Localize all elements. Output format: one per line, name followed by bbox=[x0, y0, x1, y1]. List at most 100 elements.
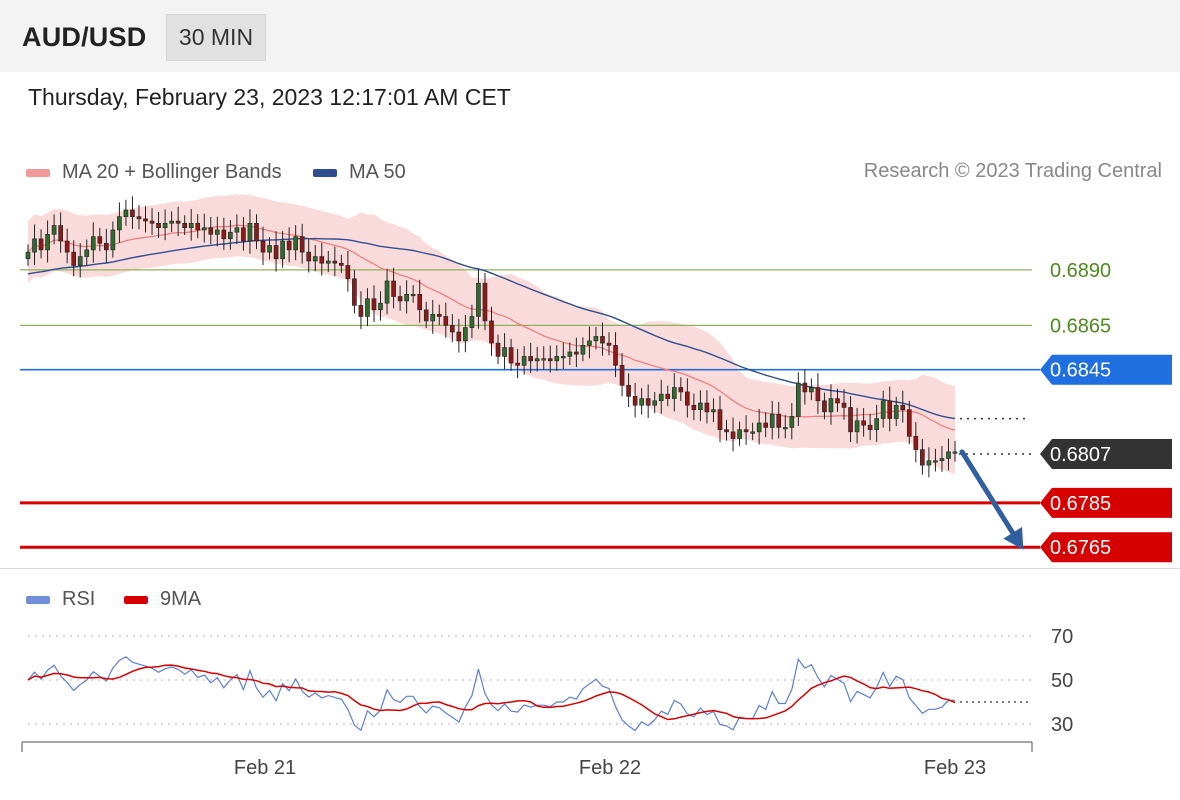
candle bbox=[228, 231, 233, 240]
candle bbox=[293, 236, 298, 251]
candle bbox=[136, 216, 142, 220]
candle bbox=[763, 422, 769, 428]
candle bbox=[71, 251, 77, 266]
candle bbox=[345, 265, 351, 280]
candle bbox=[482, 282, 488, 322]
candle bbox=[926, 460, 932, 466]
candle bbox=[933, 460, 938, 463]
candle bbox=[776, 413, 782, 428]
candle bbox=[639, 398, 644, 406]
candle bbox=[25, 251, 31, 260]
legend-rsi-label: RSI bbox=[62, 588, 96, 610]
x-tick-label: Feb 21 bbox=[234, 757, 296, 779]
candle bbox=[423, 309, 429, 322]
candle bbox=[939, 458, 945, 462]
candle bbox=[325, 260, 331, 264]
legend-rsi: RSI bbox=[26, 588, 95, 611]
candle bbox=[880, 400, 886, 419]
candle bbox=[861, 420, 866, 426]
candle bbox=[195, 222, 201, 231]
price-tag-0.6765: 0.6765 bbox=[1040, 532, 1172, 563]
candle bbox=[534, 358, 540, 362]
rsi-9ma-line bbox=[27, 664, 956, 721]
candle bbox=[463, 327, 468, 342]
candle bbox=[299, 236, 305, 253]
candle bbox=[809, 387, 814, 393]
candle bbox=[476, 282, 481, 317]
ma9-swatch bbox=[124, 595, 148, 604]
candle bbox=[828, 398, 834, 413]
candle bbox=[580, 345, 586, 355]
candle bbox=[58, 225, 63, 242]
candle bbox=[97, 236, 103, 244]
price-tag-label: 0.6865 bbox=[1050, 315, 1111, 337]
x-tick-label: Feb 22 bbox=[579, 757, 641, 779]
candle bbox=[312, 256, 318, 262]
price-tag-bg bbox=[1040, 354, 1172, 385]
candle bbox=[319, 256, 325, 264]
candle bbox=[365, 298, 370, 317]
price-tag-0.6845: 0.6845 bbox=[1040, 354, 1172, 385]
candle bbox=[913, 436, 919, 450]
candle bbox=[404, 293, 409, 302]
legend-ma20-label: MA 20 + Bollinger Bands bbox=[62, 161, 282, 183]
forecast-arrow bbox=[959, 449, 1021, 544]
price-tag-label: 0.6890 bbox=[1050, 260, 1111, 282]
candle bbox=[841, 402, 847, 408]
candle bbox=[84, 249, 90, 257]
candle bbox=[521, 356, 527, 366]
candle bbox=[711, 409, 716, 413]
candle bbox=[221, 229, 227, 240]
price-tag-0.6807: 0.6807 bbox=[1040, 439, 1172, 470]
candle bbox=[32, 238, 37, 253]
candle bbox=[45, 234, 50, 251]
candle bbox=[417, 293, 423, 311]
candle bbox=[469, 316, 475, 328]
candle bbox=[737, 429, 742, 439]
candle bbox=[332, 260, 338, 264]
candle bbox=[665, 393, 671, 399]
candle bbox=[130, 209, 135, 217]
candle bbox=[835, 398, 840, 404]
candle bbox=[619, 364, 625, 386]
candle bbox=[652, 400, 658, 406]
candle bbox=[874, 418, 879, 430]
candle bbox=[560, 356, 566, 359]
candle bbox=[162, 222, 168, 229]
candle bbox=[273, 245, 279, 260]
candle bbox=[952, 451, 958, 454]
candle bbox=[182, 222, 187, 229]
candle bbox=[743, 429, 749, 433]
candle bbox=[410, 293, 416, 297]
candle bbox=[796, 382, 801, 417]
candle bbox=[208, 227, 214, 235]
candle bbox=[371, 298, 377, 311]
price-tag-bg bbox=[1040, 439, 1172, 470]
candle bbox=[169, 220, 174, 224]
rsi-tick-label: 50 bbox=[1051, 670, 1073, 692]
candle bbox=[64, 240, 70, 253]
price-tag-label: 0.6845 bbox=[1050, 360, 1111, 382]
forecast-arrow-head bbox=[1003, 526, 1024, 550]
candle bbox=[378, 302, 383, 311]
candle bbox=[822, 400, 827, 413]
candle bbox=[593, 336, 599, 342]
symbol-title: AUD/USD bbox=[22, 22, 147, 52]
timeframe-button[interactable]: 30 MIN bbox=[166, 14, 266, 61]
price-tag-bg bbox=[1040, 532, 1172, 563]
x-tick-label: Feb 23 bbox=[924, 757, 986, 779]
rsi-tick-label: 70 bbox=[1051, 626, 1073, 648]
candle bbox=[397, 296, 403, 302]
candle bbox=[547, 358, 553, 362]
candle bbox=[306, 251, 312, 262]
candle bbox=[391, 280, 396, 297]
price-tag-bg bbox=[1040, 487, 1172, 518]
candle bbox=[90, 236, 96, 251]
candle bbox=[541, 358, 547, 361]
candle bbox=[117, 216, 122, 231]
candle bbox=[893, 404, 899, 419]
candle bbox=[704, 402, 710, 413]
candle bbox=[867, 424, 873, 430]
price-panel: 0.6890 0.6865 0.6845 0.6807 0.6785 0.6765 bbox=[20, 194, 1172, 563]
